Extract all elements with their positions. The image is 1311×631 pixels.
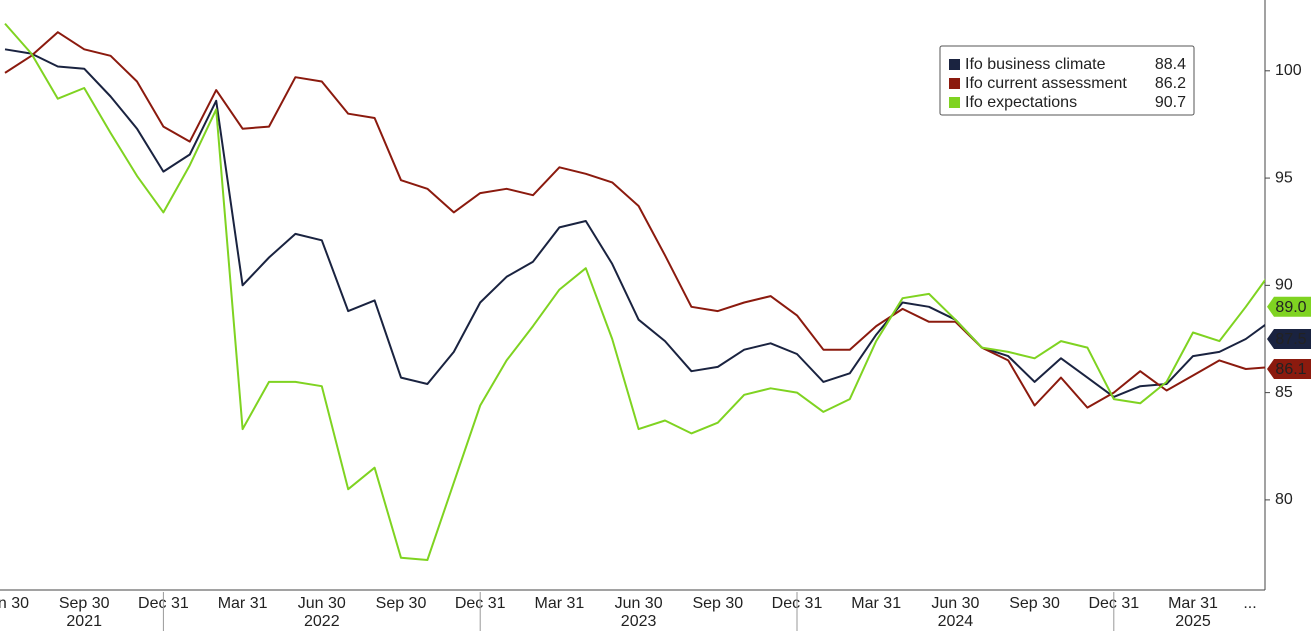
x-tick-label: Sep 30 bbox=[376, 595, 427, 612]
year-label: 2022 bbox=[304, 613, 340, 630]
legend-box bbox=[939, 45, 1195, 116]
x-tick-label: Jun 30 bbox=[615, 595, 663, 612]
legend-label: Ifo business climate bbox=[965, 56, 1106, 73]
y-tick-label: 85 bbox=[1275, 384, 1293, 401]
plot-area bbox=[4, 22, 1265, 561]
series-line bbox=[4, 31, 1265, 409]
legend-value: 88.4 bbox=[1155, 56, 1186, 73]
legend-label: Ifo current assessment bbox=[965, 75, 1127, 92]
y-tick-label: 80 bbox=[1275, 491, 1293, 508]
x-tick-label: Mar 31 bbox=[218, 595, 268, 612]
x-tick-label: Jun 30 bbox=[931, 595, 979, 612]
x-tick-label: Mar 31 bbox=[1168, 595, 1218, 612]
legend-swatch bbox=[949, 78, 960, 89]
x-tick-label: Jun 30 bbox=[0, 595, 29, 612]
x-tick-label: ... bbox=[1243, 595, 1256, 612]
value-tag-label: 89.0 bbox=[1275, 299, 1306, 316]
value-tag-label: 87.5 bbox=[1275, 331, 1306, 348]
year-label: 2024 bbox=[938, 613, 974, 630]
year-label: 2023 bbox=[621, 613, 657, 630]
x-tick-label: Mar 31 bbox=[535, 595, 585, 612]
year-label: 2021 bbox=[66, 613, 102, 630]
legend-swatch bbox=[949, 59, 960, 70]
legend-label: Ifo expectations bbox=[965, 94, 1077, 111]
y-tick-label: 95 bbox=[1275, 169, 1293, 186]
legend-value: 90.7 bbox=[1155, 94, 1186, 111]
value-tag bbox=[1267, 328, 1311, 349]
y-tick-label: 90 bbox=[1275, 277, 1293, 294]
year-label: 2025 bbox=[1175, 613, 1211, 630]
y-tick-label: 100 bbox=[1275, 62, 1302, 79]
legend-value: 86.2 bbox=[1155, 75, 1186, 92]
value-tag-label: 86.1 bbox=[1275, 361, 1306, 378]
x-tick-label: Sep 30 bbox=[59, 595, 110, 612]
x-tick-label: Sep 30 bbox=[1009, 595, 1060, 612]
value-tag bbox=[1267, 359, 1311, 380]
series-line bbox=[4, 22, 1265, 561]
value-tag bbox=[1267, 296, 1311, 317]
x-tick-label: Mar 31 bbox=[851, 595, 901, 612]
x-tick-label: Jun 30 bbox=[298, 595, 346, 612]
x-tick-label: Sep 30 bbox=[692, 595, 743, 612]
legend-swatch bbox=[949, 97, 960, 108]
series-line bbox=[4, 48, 1265, 398]
